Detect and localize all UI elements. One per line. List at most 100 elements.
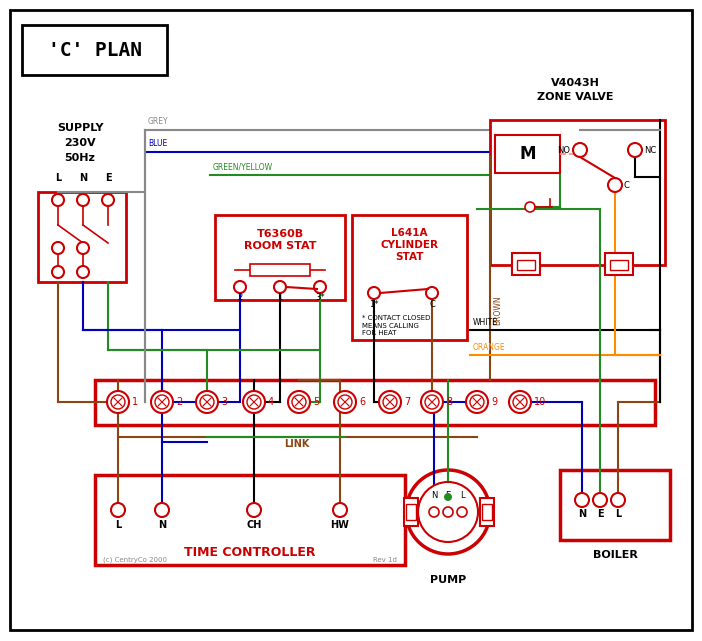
Circle shape bbox=[425, 395, 439, 409]
Text: 50Hz: 50Hz bbox=[65, 153, 95, 163]
Text: TIME CONTROLLER: TIME CONTROLLER bbox=[184, 547, 316, 560]
Text: 230V: 230V bbox=[64, 138, 95, 148]
Text: 'C' PLAN: 'C' PLAN bbox=[48, 40, 142, 60]
Circle shape bbox=[628, 143, 642, 157]
Text: HW: HW bbox=[331, 520, 350, 530]
Circle shape bbox=[608, 178, 622, 192]
Bar bbox=[490, 120, 665, 265]
Circle shape bbox=[338, 395, 352, 409]
Circle shape bbox=[77, 242, 89, 254]
Circle shape bbox=[444, 493, 452, 501]
Circle shape bbox=[470, 395, 484, 409]
Circle shape bbox=[274, 281, 286, 293]
Text: N: N bbox=[431, 490, 437, 499]
Circle shape bbox=[429, 507, 439, 517]
Circle shape bbox=[575, 493, 589, 507]
Bar bbox=[560, 470, 670, 540]
Text: LINK: LINK bbox=[284, 439, 310, 449]
Text: BROWN: BROWN bbox=[493, 296, 502, 325]
Text: 2: 2 bbox=[176, 397, 183, 407]
Text: L: L bbox=[460, 490, 464, 499]
Circle shape bbox=[443, 507, 453, 517]
Bar bbox=[22, 25, 167, 75]
Bar bbox=[406, 504, 416, 520]
Bar bbox=[352, 215, 467, 340]
Bar bbox=[512, 253, 540, 275]
Circle shape bbox=[111, 395, 125, 409]
Text: 9: 9 bbox=[491, 397, 497, 407]
Text: E: E bbox=[597, 509, 603, 519]
Text: V4043H
ZONE VALVE: V4043H ZONE VALVE bbox=[537, 78, 614, 102]
Circle shape bbox=[155, 503, 169, 517]
Text: BOILER: BOILER bbox=[592, 550, 637, 560]
Text: 1: 1 bbox=[277, 292, 283, 301]
Text: L: L bbox=[615, 509, 621, 519]
Circle shape bbox=[509, 391, 531, 413]
Circle shape bbox=[466, 391, 488, 413]
Circle shape bbox=[155, 395, 169, 409]
Bar bbox=[480, 498, 494, 526]
Text: 7: 7 bbox=[404, 397, 410, 407]
Circle shape bbox=[200, 395, 214, 409]
Text: SUPPLY: SUPPLY bbox=[57, 123, 103, 133]
Text: NC: NC bbox=[644, 146, 656, 154]
Circle shape bbox=[234, 281, 246, 293]
Circle shape bbox=[334, 391, 356, 413]
Circle shape bbox=[593, 493, 607, 507]
Text: E: E bbox=[445, 490, 451, 499]
Text: 1*: 1* bbox=[369, 299, 379, 308]
Text: 4: 4 bbox=[268, 397, 274, 407]
Bar bbox=[605, 253, 633, 275]
Text: L: L bbox=[55, 173, 61, 183]
Bar bbox=[95, 475, 405, 565]
Text: 3: 3 bbox=[221, 397, 227, 407]
Bar bbox=[215, 215, 345, 300]
Circle shape bbox=[573, 143, 587, 157]
Circle shape bbox=[102, 194, 114, 206]
Text: M: M bbox=[519, 145, 536, 163]
Text: N: N bbox=[79, 173, 87, 183]
Text: T6360B
ROOM STAT: T6360B ROOM STAT bbox=[244, 229, 316, 251]
Text: * CONTACT CLOSED
MEANS CALLING
FOR HEAT: * CONTACT CLOSED MEANS CALLING FOR HEAT bbox=[362, 315, 430, 336]
Bar bbox=[250, 264, 310, 276]
Text: PUMP: PUMP bbox=[430, 575, 466, 585]
Circle shape bbox=[421, 391, 443, 413]
Text: (c) CentryCo 2000: (c) CentryCo 2000 bbox=[103, 557, 167, 563]
Text: 5: 5 bbox=[313, 397, 319, 407]
Circle shape bbox=[288, 391, 310, 413]
Text: 1: 1 bbox=[132, 397, 138, 407]
Text: BLUE: BLUE bbox=[148, 139, 167, 148]
Text: L641A
CYLINDER
STAT: L641A CYLINDER STAT bbox=[380, 228, 439, 262]
Circle shape bbox=[77, 266, 89, 278]
Bar bbox=[495, 135, 560, 173]
Circle shape bbox=[247, 503, 261, 517]
Circle shape bbox=[333, 503, 347, 517]
Text: 6: 6 bbox=[359, 397, 365, 407]
Text: E: E bbox=[105, 173, 112, 183]
Circle shape bbox=[292, 395, 306, 409]
Text: 8: 8 bbox=[446, 397, 452, 407]
Circle shape bbox=[107, 391, 129, 413]
Circle shape bbox=[151, 391, 173, 413]
Text: 3*: 3* bbox=[315, 292, 325, 301]
Circle shape bbox=[418, 482, 478, 542]
Circle shape bbox=[611, 493, 625, 507]
Text: WHITE: WHITE bbox=[473, 318, 498, 327]
Circle shape bbox=[525, 202, 535, 212]
Bar bbox=[95, 380, 655, 425]
Circle shape bbox=[52, 194, 64, 206]
Bar bbox=[38, 192, 126, 282]
Text: C: C bbox=[429, 299, 435, 308]
Text: L: L bbox=[115, 520, 121, 530]
Text: 10: 10 bbox=[534, 397, 546, 407]
Circle shape bbox=[383, 395, 397, 409]
Circle shape bbox=[196, 391, 218, 413]
Circle shape bbox=[243, 391, 265, 413]
Text: ORANGE: ORANGE bbox=[473, 343, 505, 352]
Circle shape bbox=[247, 395, 261, 409]
Text: GREY: GREY bbox=[148, 117, 168, 126]
Text: N: N bbox=[158, 520, 166, 530]
Circle shape bbox=[111, 503, 125, 517]
Circle shape bbox=[52, 266, 64, 278]
Circle shape bbox=[368, 287, 380, 299]
